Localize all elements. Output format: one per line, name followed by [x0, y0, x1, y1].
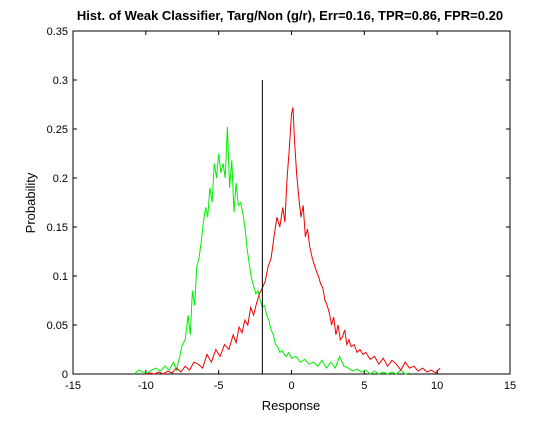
data-series: [133, 80, 441, 375]
y-tick-label: 0.05: [47, 320, 68, 332]
x-tick-label: -10: [138, 380, 154, 392]
x-tick-label: 15: [504, 380, 516, 392]
y-axis-label: Probability: [23, 172, 38, 233]
y-tick-label: 0.3: [53, 75, 68, 87]
red-series-line: [145, 107, 441, 375]
x-tick-label: -5: [214, 380, 224, 392]
plot-area: [72, 30, 511, 375]
y-tick-label: 0.35: [47, 26, 68, 38]
x-tick-label: -15: [65, 380, 81, 392]
y-tick-label: 0.15: [47, 222, 68, 234]
y-tick-label: 0.25: [47, 124, 68, 136]
axes: -15 -10 -5 0 5 10 15 0 0.05 0.1 0.15 0.2 0.25 0.3 0.35: [47, 26, 517, 392]
green-series-line: [133, 126, 410, 375]
x-tick-label: 10: [431, 380, 443, 392]
y-tick-label: 0: [62, 369, 68, 381]
y-tick-label: 0.1: [53, 271, 68, 283]
x-axis-label: Response: [262, 398, 321, 413]
chart-title: Hist. of Weak Classifier, Targ/Non (g/r)…: [77, 8, 503, 23]
x-tick-label: 5: [361, 380, 367, 392]
x-tick-label: 0: [288, 380, 294, 392]
y-tick-label: 0.2: [53, 173, 68, 185]
